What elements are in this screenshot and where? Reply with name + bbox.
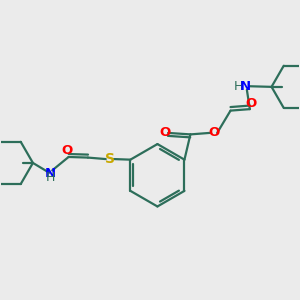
Text: H: H — [234, 80, 243, 93]
Text: S: S — [105, 152, 115, 166]
Text: H: H — [46, 171, 56, 184]
Text: O: O — [208, 126, 219, 140]
Text: N: N — [45, 167, 56, 180]
Text: O: O — [246, 97, 257, 110]
Text: N: N — [240, 80, 251, 93]
Text: O: O — [159, 126, 170, 139]
Text: O: O — [61, 144, 73, 157]
